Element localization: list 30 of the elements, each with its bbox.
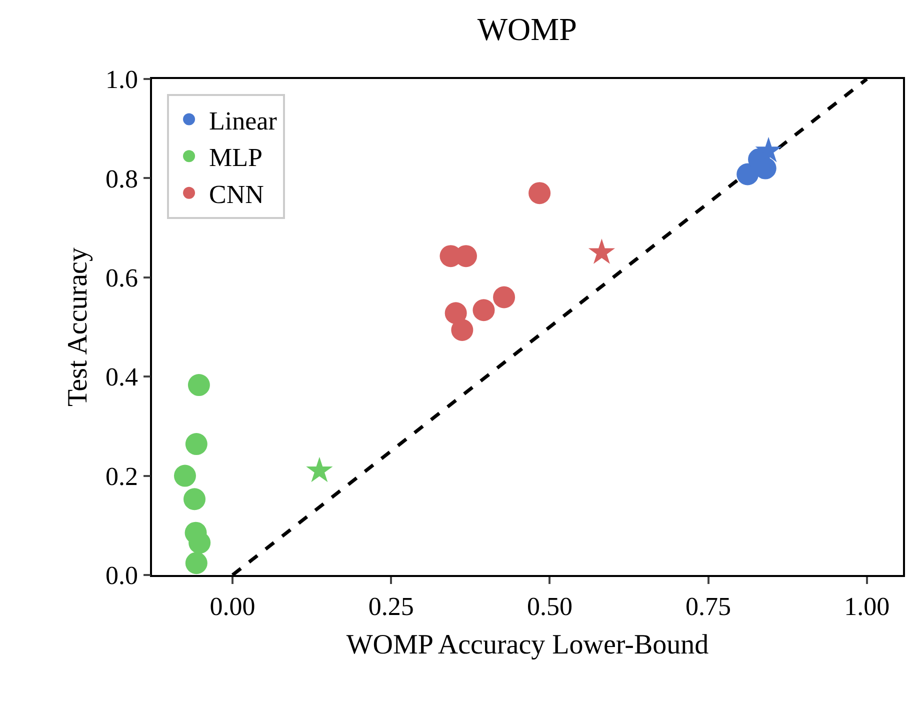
legend-label: CNN <box>209 180 264 210</box>
y-tick-label: 0.2 <box>106 462 138 491</box>
point <box>444 302 467 324</box>
point <box>755 136 782 162</box>
x-tick-label: 0.50 <box>526 592 572 621</box>
point <box>188 374 210 396</box>
point <box>472 299 495 322</box>
point <box>588 238 616 264</box>
point <box>306 456 333 482</box>
y-tick-label: 0.8 <box>106 164 138 194</box>
legend-label: Linear <box>209 106 278 136</box>
y-tick-label: 0.0 <box>106 561 138 590</box>
y-tick-label: 1.0 <box>106 65 138 94</box>
x-tick-label: 0.75 <box>686 592 732 621</box>
point <box>493 286 516 308</box>
legend-label: MLP <box>209 143 262 172</box>
y-tick-label: 0.6 <box>106 264 138 292</box>
point <box>184 488 206 510</box>
x-tick-label: 0.25 <box>368 592 414 621</box>
point <box>185 433 208 456</box>
y-axis-title: Test Accuracy <box>62 248 94 406</box>
point <box>451 318 474 341</box>
x-tick-label: 0.00 <box>210 592 256 621</box>
point <box>528 182 551 204</box>
point <box>185 552 208 574</box>
x-axis-title: WOMP Accuracy Lower-Bound <box>346 630 709 661</box>
y-tick-label: 0.4 <box>106 362 138 392</box>
chart-title: WOMP <box>477 11 577 47</box>
point <box>174 464 196 487</box>
x-tick-label: 1.00 <box>844 592 890 621</box>
